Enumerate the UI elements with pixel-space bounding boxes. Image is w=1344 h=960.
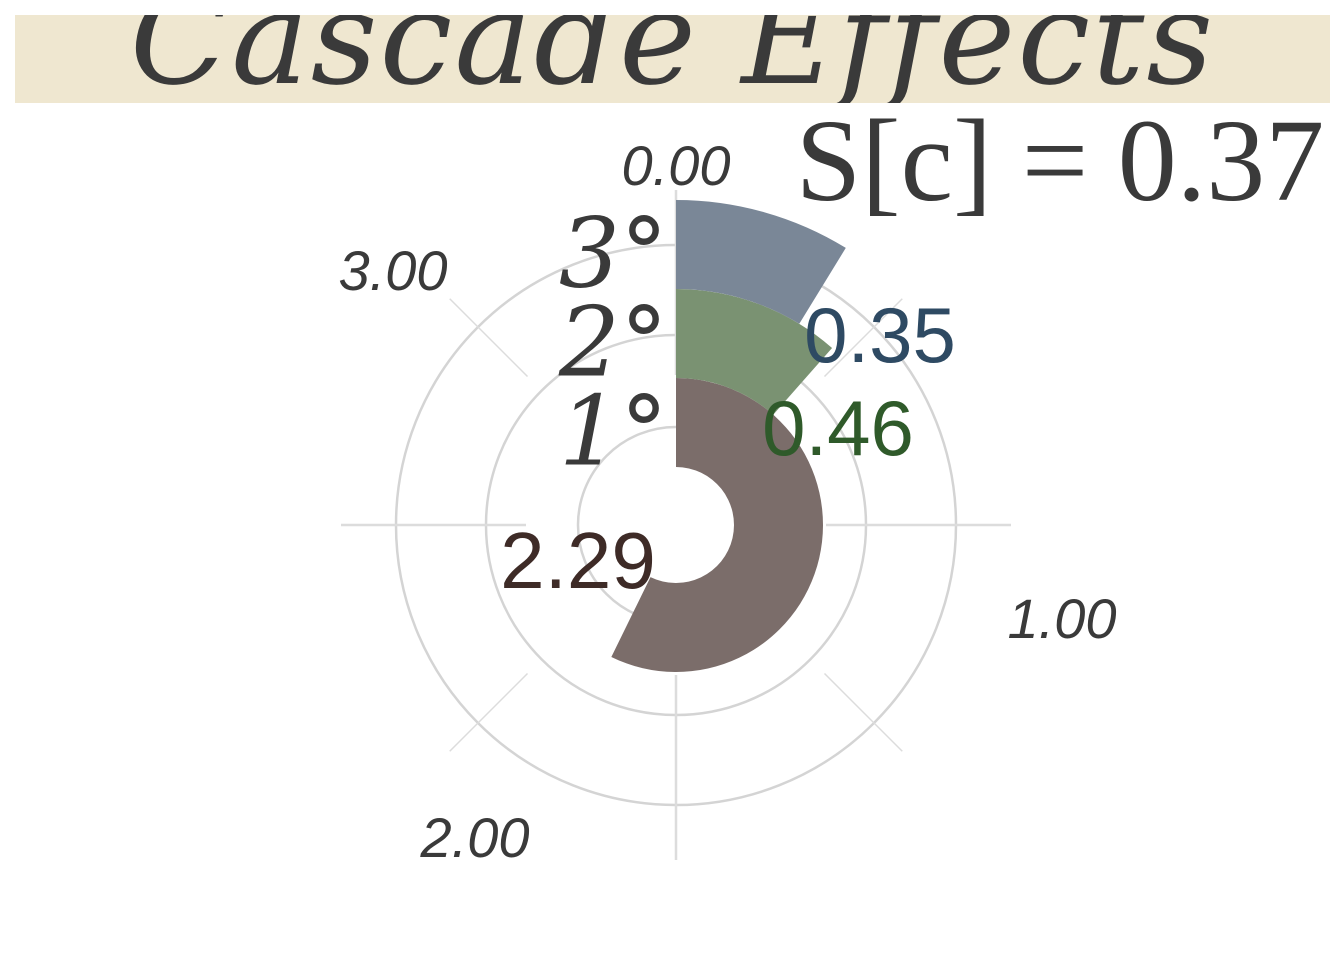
grid-spoke-6 [450, 673, 528, 751]
grid-spoke-8 [450, 299, 528, 377]
value-label-3: 0.35 [804, 291, 956, 379]
tick-label-3: 2.00 [420, 806, 530, 869]
tick-label-2: 1.00 [1008, 587, 1117, 650]
value-label-2: 0.46 [762, 384, 914, 472]
statistic-annotation: S[c] = 0.37 [796, 95, 1325, 226]
ring-label-3: 3° [559, 198, 668, 310]
grid-spoke-4 [824, 673, 902, 751]
value-label-1: 2.29 [500, 516, 656, 605]
tick-label-4: 3.00 [339, 239, 448, 302]
tick-label-1: 0.00 [622, 134, 731, 197]
